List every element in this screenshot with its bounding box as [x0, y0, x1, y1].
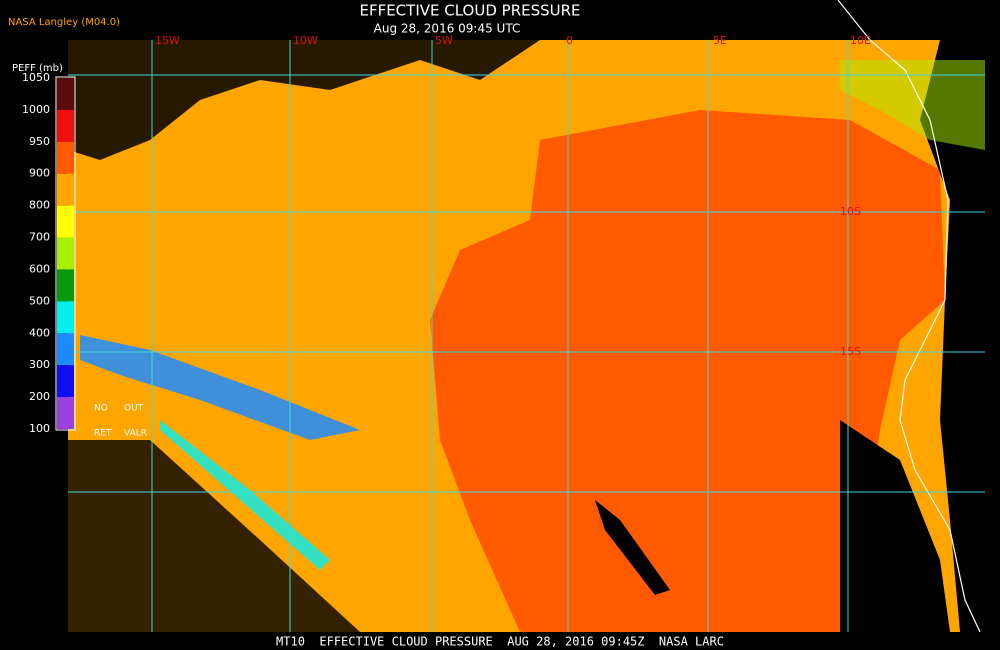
legend-note: VALR: [124, 429, 147, 439]
legend-swatch: [57, 109, 74, 142]
longitude-label: 10W: [293, 34, 318, 47]
longitude-label: 5W: [435, 34, 453, 47]
legend-tick-label: 900: [29, 167, 50, 180]
coastline: [837, 0, 981, 633]
high-cloud-band: [160, 420, 330, 570]
legend-swatch: [57, 301, 74, 334]
map-labels: 15W 10W 5W 0 5E 10E 10S 15S: [155, 34, 871, 358]
legend-tick-label: 1000: [22, 103, 50, 116]
legend-swatch: [57, 205, 74, 238]
mid-cloud: [840, 60, 985, 150]
legend-tick-label: 500: [29, 294, 50, 307]
legend-swatch: [57, 141, 74, 174]
credit: NASA Langley (M04.0): [8, 17, 120, 28]
legend-swatch: [57, 333, 74, 366]
legend-note: OUT: [124, 404, 144, 414]
footer: MT10 EFFECTIVE CLOUD PRESSURE AUG 28, 20…: [276, 635, 724, 649]
legend-note: RET: [94, 429, 112, 439]
legend-swatch: [57, 78, 74, 110]
legend: 1050 1000 950 900 800 700 600 500 400 300 200 100 NO…: [22, 71, 147, 439]
footer-bar: [0, 633, 1000, 650]
legend-frame: [55, 76, 76, 431]
legend-tick-label: 700: [29, 231, 50, 244]
legend-swatch: [57, 365, 74, 398]
clear-sky: [68, 440, 360, 632]
legend-tick-label: 950: [29, 135, 50, 148]
legend-tick-label: 600: [29, 262, 50, 275]
clear-sky: [68, 40, 540, 160]
legend-tick-label: 200: [29, 390, 50, 403]
legend-tick-label: 100: [29, 422, 50, 435]
legend-tick-label: 300: [29, 358, 50, 371]
latitude-label: 10S: [840, 205, 861, 218]
legend-tick-label: 1050: [22, 71, 50, 84]
low-cloud-region: [430, 110, 945, 632]
clear-sky: [595, 500, 670, 595]
legend-swatch: [57, 173, 74, 206]
legend-title: PEFF (mb): [12, 63, 63, 74]
land: [920, 40, 985, 632]
latitude-label: 15S: [840, 345, 861, 358]
title: EFFECTIVE CLOUD PRESSURE: [359, 2, 580, 20]
imagery: [68, 0, 985, 633]
legend-note: NO: [94, 404, 108, 414]
longitude-label: 0: [566, 34, 573, 47]
subtitle: Aug 28, 2016 09:45 UTC: [374, 22, 521, 36]
legend-swatch: [57, 269, 74, 302]
legend-swatch: [57, 397, 74, 429]
legend-swatch: [57, 237, 74, 270]
legend-tick-label: 800: [29, 199, 50, 212]
clear-sky: [840, 420, 950, 632]
legend-tick-label: 400: [29, 326, 50, 339]
longitude-label: 5E: [713, 34, 727, 47]
longitude-label: 15W: [155, 34, 180, 47]
longitude-label: 10E: [850, 34, 871, 47]
graticule: [68, 40, 985, 632]
